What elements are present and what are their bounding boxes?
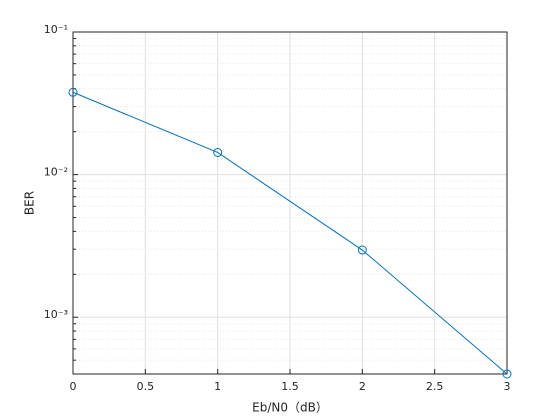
x-tick-label: 3	[504, 380, 511, 393]
x-tick-label: 2.5	[426, 380, 444, 393]
x-tick-label: 1	[214, 380, 221, 393]
x-tick-label: 0	[70, 380, 77, 393]
x-tick-label: 2	[359, 380, 366, 393]
y-tick-label: 10⁻¹	[44, 23, 68, 36]
x-axis-label: Eb/N0（dB）	[252, 401, 328, 415]
marker	[502, 369, 512, 379]
y-tick-label: 10⁻²	[44, 166, 68, 179]
marker	[213, 147, 223, 157]
plot-frame	[72, 31, 508, 375]
y-axis-label: BER	[23, 191, 37, 215]
y-tick-label: 10⁻³	[44, 308, 68, 321]
line	[72, 91, 508, 375]
x-tick-label: 1.5	[281, 380, 299, 393]
marker	[68, 87, 78, 97]
x-tick-label: 0.5	[137, 380, 155, 393]
marker	[357, 245, 367, 255]
